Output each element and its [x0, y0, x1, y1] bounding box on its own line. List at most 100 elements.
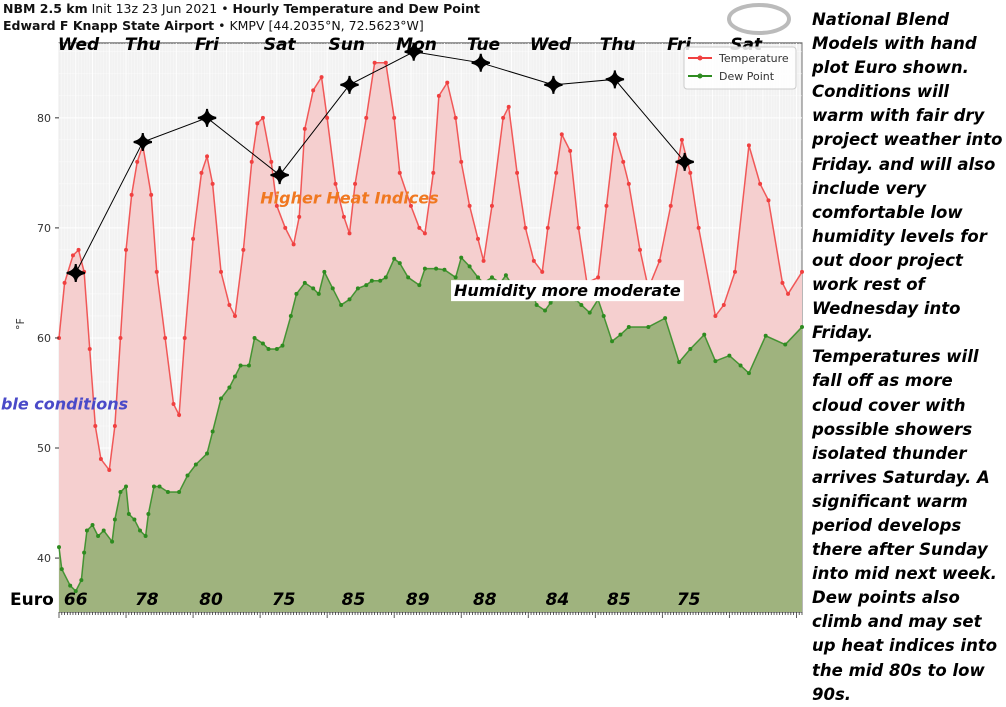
temperature-point	[453, 115, 458, 120]
day-label: Sat	[264, 35, 297, 55]
dew-point-point	[126, 512, 131, 517]
temperature-point	[540, 269, 545, 274]
temperature-point	[302, 126, 307, 131]
dew-point-point	[783, 342, 788, 347]
dew-point-point	[205, 451, 210, 456]
temperature-point	[205, 154, 210, 159]
init-time: Init 13z 23 Jun 2021	[91, 1, 218, 16]
legend-label: Dew Point	[719, 70, 775, 83]
temperature-point	[800, 269, 804, 274]
temperature-point	[746, 143, 751, 148]
euro-marker	[544, 75, 563, 94]
temperature-point	[70, 253, 75, 258]
euro-marker	[270, 165, 289, 185]
y-tick-label: 40	[37, 552, 51, 565]
dew-point-point	[288, 313, 293, 318]
temperature-point	[283, 225, 288, 230]
temperature-point	[333, 181, 338, 186]
dew-point-point	[112, 517, 117, 522]
temperature-point	[210, 181, 215, 186]
temperature-point	[319, 75, 324, 80]
chart-header-line1: NBM 2.5 km Init 13z 23 Jun 2021 • Hourly…	[3, 1, 480, 16]
euro-marker	[404, 42, 423, 61]
temperature-point	[732, 269, 737, 274]
temperature-point	[112, 424, 117, 429]
temperature-point	[436, 93, 441, 98]
dew-point-point	[311, 286, 316, 291]
dew-point-point	[763, 333, 768, 338]
dew-point-fill	[59, 257, 802, 612]
euro-marker	[197, 108, 217, 127]
temperature-point	[506, 104, 511, 109]
dew-point-point	[227, 385, 232, 390]
annotation: Comfortable conditions	[0, 394, 128, 413]
temperature-point	[626, 181, 631, 186]
temperature-point	[325, 115, 330, 120]
temperature-point	[232, 313, 237, 318]
y-tick-label: 70	[37, 222, 51, 235]
temperature-point	[531, 258, 536, 263]
temperature-point	[545, 225, 550, 230]
legend-marker	[697, 55, 703, 61]
euro-marker	[340, 75, 359, 94]
dew-point-point	[266, 346, 271, 351]
dew-point-point	[274, 346, 279, 351]
dew-point-point	[330, 286, 335, 291]
day-label: Tue	[467, 35, 500, 55]
dew-point-point	[238, 363, 243, 368]
temperature-point	[383, 60, 388, 65]
temperature-point	[696, 225, 701, 230]
temperature-point	[76, 247, 81, 252]
dew-point-point	[101, 528, 106, 533]
day-label: Thu	[125, 35, 161, 55]
dew-point-point	[417, 283, 422, 288]
temperature-point	[637, 247, 642, 252]
temperature-point	[392, 115, 397, 120]
dew-point-point	[143, 534, 148, 539]
station-name: Edward F Knapp State Airport	[3, 18, 215, 33]
dew-point-point	[442, 267, 447, 272]
day-label: Wed	[530, 35, 572, 55]
legend-label: Temperature	[718, 52, 789, 65]
dew-point-point	[165, 490, 170, 495]
euro-value: 80	[199, 590, 223, 610]
legend-marker	[697, 73, 703, 79]
temperature-point	[199, 170, 204, 175]
temperature-point	[612, 132, 617, 137]
dew-point-point	[534, 302, 539, 307]
temperature-point	[149, 192, 154, 197]
temperature-point	[576, 225, 581, 230]
temperature-point	[241, 247, 246, 252]
dew-point-point	[646, 324, 651, 329]
temperature-point	[260, 115, 265, 120]
bullet: •	[218, 18, 226, 33]
annotation-bg	[451, 280, 684, 302]
chart-title: Hourly Temperature and Dew Point	[232, 1, 481, 16]
temperature-point	[780, 280, 785, 285]
dew-point-point	[232, 374, 237, 379]
dew-point-point	[746, 371, 751, 376]
euro-value: 78	[135, 590, 159, 610]
dew-point-point	[157, 484, 162, 489]
dew-point-point	[727, 353, 732, 358]
temperature-point	[554, 170, 559, 175]
dew-point-point	[467, 264, 472, 269]
euro-value: 85	[342, 590, 366, 610]
temperature-point	[118, 335, 123, 340]
bullet: •	[221, 1, 229, 16]
dew-point-point	[302, 280, 307, 285]
temperature-point	[721, 302, 726, 307]
temperature-point	[311, 88, 316, 93]
temperature-point	[255, 121, 260, 126]
temperature-point	[668, 203, 673, 208]
dew-point-point	[68, 583, 73, 588]
temperature-point	[107, 468, 112, 473]
euro-value: 84	[546, 590, 570, 610]
temperature-point	[93, 424, 98, 429]
dew-point-point	[601, 313, 606, 318]
temperature-point	[135, 159, 140, 164]
dew-point-point	[702, 332, 707, 337]
temperature-point	[397, 170, 402, 175]
euro-value: 88	[473, 590, 497, 610]
dew-point-point	[280, 343, 285, 348]
